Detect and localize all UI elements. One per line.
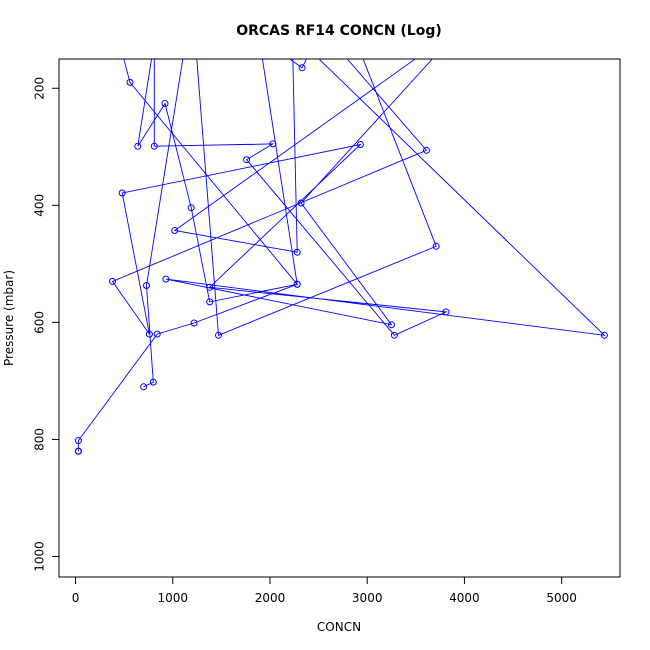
data-point [187, 204, 195, 212]
y-tick-label: 600 [33, 311, 47, 334]
data-point [74, 447, 82, 455]
x-tick-label: 2000 [255, 591, 286, 605]
data-point [388, 321, 395, 329]
x-axis-label: CONCN [317, 620, 361, 634]
x-tick-label: 1000 [157, 591, 188, 605]
y-tick-label: 200 [33, 77, 47, 100]
x-tick-label: 5000 [546, 591, 577, 605]
data-point [432, 242, 440, 250]
data-point [442, 308, 450, 316]
series-layer [74, 0, 608, 455]
data-point [600, 331, 608, 339]
data-point [162, 275, 170, 283]
data-point [190, 319, 198, 327]
data-point [356, 141, 364, 148]
data-point [74, 437, 82, 445]
plot-frame [58, 58, 621, 578]
y-tick-label: 400 [33, 194, 47, 217]
data-point [109, 277, 116, 285]
data-point [215, 331, 222, 339]
x-tick-label: 0 [72, 591, 80, 605]
data-point [140, 383, 148, 391]
data-point [269, 140, 277, 148]
data-point [297, 199, 305, 207]
data-point [171, 227, 179, 234]
x-axis: 0 1000 2000 3000 4000 5000 [72, 576, 577, 605]
y-axis-label: Pressure (mbar) [2, 270, 16, 366]
data-point [145, 330, 153, 338]
data-point [161, 100, 169, 107]
data-point [293, 248, 301, 256]
series-line [77, 59, 606, 452]
data-point [461, 21, 467, 27]
data-point [143, 282, 150, 289]
data-point [149, 378, 157, 386]
data-point [151, 38, 157, 44]
data-point [189, 0, 195, 4]
data-point [390, 331, 398, 339]
data-point [153, 330, 161, 338]
data-point [134, 142, 142, 150]
x-tick-label: 3000 [352, 591, 383, 605]
data-point [126, 78, 134, 86]
y-tick-label: 1000 [33, 541, 47, 572]
y-tick-label: 800 [33, 428, 47, 451]
data-point [118, 189, 126, 197]
y-axis: 200 400 600 800 1000 [33, 77, 60, 572]
data-point [206, 283, 214, 291]
chart-title: ORCAS RF14 CONCN (Log) [236, 23, 442, 39]
data-point [298, 64, 306, 72]
data-point [423, 146, 430, 154]
data-point [293, 280, 301, 288]
data-point [243, 156, 251, 164]
data-point [206, 298, 214, 306]
data-point [150, 142, 158, 150]
x-tick-label: 4000 [449, 591, 480, 605]
